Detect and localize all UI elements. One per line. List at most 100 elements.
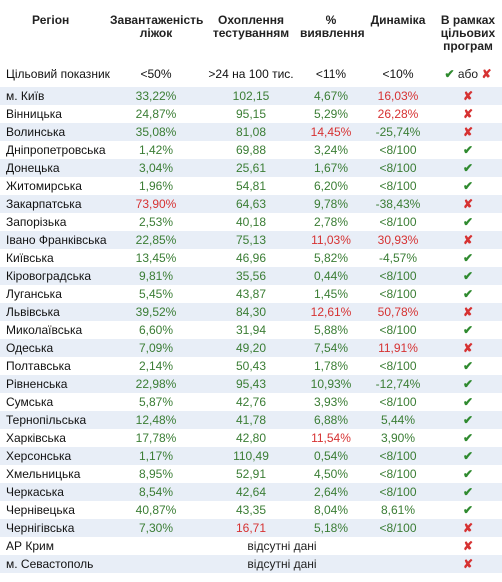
table-row: Миколаївська 6,60% 31,94 5,88% <8/100 ✔ bbox=[0, 321, 502, 339]
detection-cell: 4,67% bbox=[300, 87, 362, 105]
dynamics-cell: 30,93% bbox=[362, 231, 434, 249]
cross-icon: ✘ bbox=[434, 231, 502, 249]
check-icon: ✔ bbox=[434, 447, 502, 465]
check-icon: ✔ bbox=[462, 359, 474, 373]
check-icon: ✔ bbox=[462, 395, 474, 409]
detection-cell: 6,88% bbox=[300, 411, 362, 429]
dynamics-cell: 5,44% bbox=[362, 411, 434, 429]
detection-cell: 1,45% bbox=[313, 287, 349, 301]
dynamics-cell: <8/100 bbox=[362, 483, 434, 501]
detection-cell: 3,24% bbox=[313, 143, 349, 157]
table-row: Кіровоградська 9,81% 35,56 0,44% <8/100 ✔ bbox=[0, 267, 502, 285]
dynamics-cell: <8/100 bbox=[379, 215, 417, 229]
cross-icon: ✘ bbox=[434, 303, 502, 321]
beds-cell: 8,95% bbox=[138, 467, 174, 481]
detection-cell: 1,67% bbox=[300, 159, 362, 177]
cross-icon: ✘ bbox=[434, 519, 502, 537]
testing-cell: 43,87 bbox=[235, 287, 267, 301]
testing-cell: 49,20 bbox=[202, 339, 300, 357]
region-name: Закарпатська bbox=[0, 195, 110, 213]
cross-icon: ✘ bbox=[434, 339, 502, 357]
dynamics-cell: <8/100 bbox=[362, 159, 434, 177]
dynamics-cell: -12,74% bbox=[362, 375, 434, 393]
testing-cell: 95,15 bbox=[235, 107, 267, 121]
table-row: Чернігівська 7,30% 16,71 5,18% <8/100 ✘ bbox=[0, 519, 502, 537]
detection-cell: 5,29% bbox=[313, 107, 349, 121]
no-data-cell: відсутні дані bbox=[202, 555, 362, 573]
region-name: Волинська bbox=[0, 123, 110, 141]
dynamics-cell: <8/100 bbox=[379, 143, 417, 157]
check-icon: ✔ bbox=[444, 66, 455, 81]
region-name: Херсонська bbox=[0, 447, 110, 465]
region-name: Донецька bbox=[0, 159, 110, 177]
beds-cell: 24,87% bbox=[135, 107, 177, 121]
dynamics-cell: 26,28% bbox=[377, 107, 419, 121]
table-row: м. Київ 33,22% 102,15 4,67% 16,03% ✘ bbox=[0, 87, 502, 105]
table-row: Харківська 17,78% 42,80 11,54% 3,90% ✔ bbox=[0, 429, 502, 447]
check-icon: ✔ bbox=[462, 503, 474, 517]
dynamics-cell: <8/100 bbox=[379, 287, 417, 301]
dynamics-cell: <8/100 bbox=[379, 395, 417, 409]
cross-icon: ✘ bbox=[462, 107, 474, 121]
detection-cell: 10,93% bbox=[300, 375, 362, 393]
table-row: Полтавська 2,14% 50,43 1,78% <8/100 ✔ bbox=[0, 357, 502, 375]
dynamics-cell: 16,03% bbox=[362, 87, 434, 105]
header-bed-occupancy: Завантаженість ліжок bbox=[110, 13, 204, 40]
beds-cell: 73,90% bbox=[110, 195, 202, 213]
header-dynamics: Динаміка bbox=[370, 13, 426, 27]
dynamics-cell: <8/100 bbox=[379, 179, 417, 193]
cross-icon: ✘ bbox=[434, 123, 502, 141]
cross-icon: ✘ bbox=[462, 539, 474, 553]
table-row: Вінницька 24,87% 95,15 5,29% 26,28% ✘ bbox=[0, 105, 502, 123]
testing-cell: 42,64 bbox=[202, 483, 300, 501]
region-name: Миколаївська bbox=[6, 323, 83, 337]
testing-cell: 95,43 bbox=[202, 375, 300, 393]
dynamics-cell: 11,91% bbox=[362, 339, 434, 357]
region-name: Львівська bbox=[0, 303, 110, 321]
region-name: Житомирська bbox=[6, 179, 82, 193]
beds-cell: 6,60% bbox=[138, 323, 174, 337]
or-label: або bbox=[457, 66, 479, 81]
testing-cell: 35,56 bbox=[202, 267, 300, 285]
detection-cell: 1,78% bbox=[313, 359, 349, 373]
target-legend: ✔ або ✘ bbox=[434, 60, 502, 87]
region-name: Тернопільська bbox=[0, 411, 110, 429]
dynamics-cell: 50,78% bbox=[362, 303, 434, 321]
testing-cell: 41,78 bbox=[202, 411, 300, 429]
dynamics-cell: <8/100 bbox=[379, 323, 417, 337]
table-row: Волинська 35,08% 81,08 14,45% -25,74% ✘ bbox=[0, 123, 502, 141]
detection-cell: 2,64% bbox=[300, 483, 362, 501]
table-row: Сумська 5,87% 42,76 3,93% <8/100 ✔ bbox=[0, 393, 502, 411]
region-rows: м. Київ 33,22% 102,15 4,67% 16,03% ✘ Вінницька… bbox=[0, 87, 502, 573]
beds-cell: 22,98% bbox=[110, 375, 202, 393]
region-name: Черкаська bbox=[0, 483, 110, 501]
testing-cell: 42,80 bbox=[235, 431, 267, 445]
header-detection-rate: % виявлення bbox=[300, 13, 365, 40]
dynamics-cell: <8/100 bbox=[362, 447, 434, 465]
check-icon: ✔ bbox=[462, 143, 474, 157]
dynamics-cell: <8/100 bbox=[362, 267, 434, 285]
detection-cell: 4,50% bbox=[313, 467, 349, 481]
beds-cell: 1,96% bbox=[138, 179, 174, 193]
table-row: Черкаська 8,54% 42,64 2,64% <8/100 ✔ bbox=[0, 483, 502, 501]
beds-cell: 7,09% bbox=[110, 339, 202, 357]
testing-cell: 25,61 bbox=[202, 159, 300, 177]
target-dynamics: <10% bbox=[382, 66, 414, 81]
table-row: Рівненська 22,98% 95,43 10,93% -12,74% ✔ bbox=[0, 375, 502, 393]
table-row: АР Крим відсутні дані ✘ bbox=[0, 537, 502, 555]
testing-cell: 43,35 bbox=[235, 503, 267, 517]
detection-cell: 7,54% bbox=[300, 339, 362, 357]
beds-cell bbox=[110, 555, 202, 573]
beds-cell: 8,54% bbox=[110, 483, 202, 501]
testing-cell: 46,96 bbox=[235, 251, 267, 265]
beds-cell: 5,45% bbox=[138, 287, 174, 301]
testing-cell: 81,08 bbox=[202, 123, 300, 141]
check-icon: ✔ bbox=[434, 375, 502, 393]
region-name: Дніпропетровська bbox=[6, 143, 106, 157]
testing-cell: 102,15 bbox=[202, 87, 300, 105]
testing-cell: 69,88 bbox=[235, 143, 267, 157]
check-icon: ✔ bbox=[462, 467, 474, 481]
dynamics-cell bbox=[362, 555, 434, 573]
header-region: Регіон bbox=[32, 13, 70, 27]
testing-cell: 84,30 bbox=[202, 303, 300, 321]
